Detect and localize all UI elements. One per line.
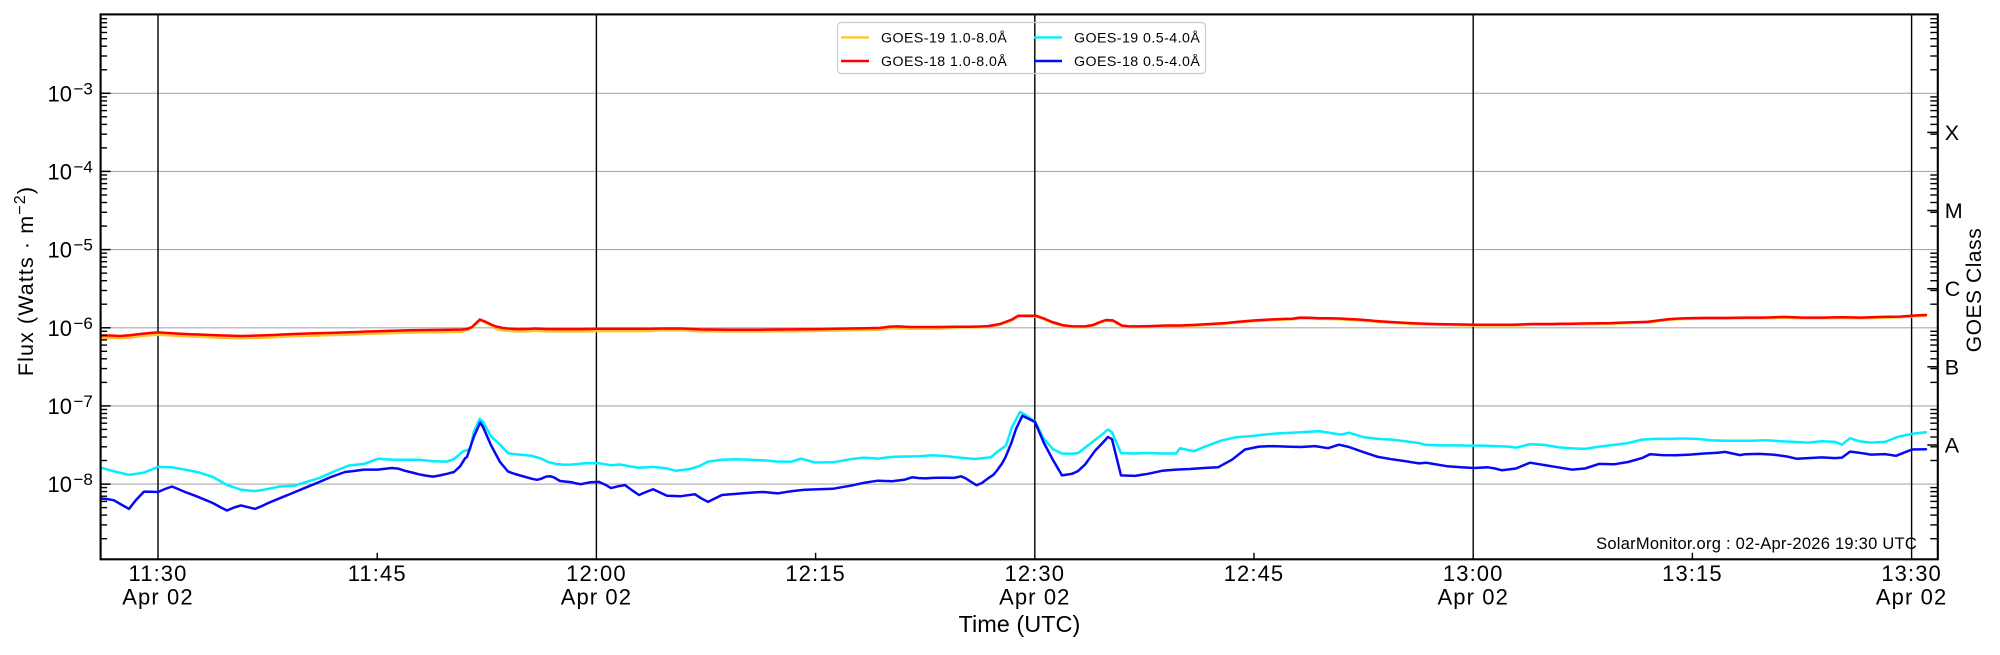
svg-text:10: 10 <box>48 159 72 184</box>
svg-text:Flux (Watts · m−2): Flux (Watts · m−2) <box>12 186 38 376</box>
svg-text:Apr 02: Apr 02 <box>1876 585 1947 610</box>
svg-text:12:15: 12:15 <box>785 561 846 586</box>
svg-text:10: 10 <box>48 316 72 341</box>
svg-text:A: A <box>1945 434 1960 458</box>
svg-text:GOES Class: GOES Class <box>1963 228 1986 353</box>
svg-text:10: 10 <box>48 472 72 497</box>
svg-text:−4: −4 <box>74 157 93 176</box>
svg-text:GOES-18 1.0-8.0Å: GOES-18 1.0-8.0Å <box>881 53 1007 70</box>
svg-text:Time (UTC): Time (UTC) <box>958 611 1080 637</box>
svg-text:13:30: 13:30 <box>1881 561 1942 586</box>
svg-text:10: 10 <box>48 394 72 419</box>
svg-text:Apr 02: Apr 02 <box>561 585 632 610</box>
svg-text:B: B <box>1945 355 1959 379</box>
svg-text:−3: −3 <box>74 79 93 98</box>
svg-text:Apr 02: Apr 02 <box>1437 585 1508 610</box>
svg-text:SolarMonitor.org : 02-Apr-2026: SolarMonitor.org : 02-Apr-2026 19:30 UTC <box>1596 535 1917 553</box>
svg-text:−5: −5 <box>74 236 93 255</box>
svg-text:12:00: 12:00 <box>566 561 627 586</box>
svg-text:M: M <box>1945 199 1963 223</box>
svg-text:−8: −8 <box>74 470 93 489</box>
svg-text:−7: −7 <box>74 392 93 411</box>
svg-text:11:45: 11:45 <box>348 561 407 586</box>
svg-text:13:15: 13:15 <box>1662 561 1723 586</box>
svg-text:−6: −6 <box>74 314 93 333</box>
svg-text:X: X <box>1945 121 1959 145</box>
svg-text:10: 10 <box>48 81 72 106</box>
svg-text:12:45: 12:45 <box>1224 561 1285 586</box>
svg-text:Apr 02: Apr 02 <box>122 585 193 610</box>
svg-text:13:00: 13:00 <box>1443 561 1504 586</box>
svg-text:GOES-19 0.5-4.0Å: GOES-19 0.5-4.0Å <box>1074 29 1200 46</box>
svg-text:Apr 02: Apr 02 <box>999 585 1070 610</box>
svg-text:GOES-18 0.5-4.0Å: GOES-18 0.5-4.0Å <box>1074 53 1200 70</box>
svg-text:11:30: 11:30 <box>129 561 188 586</box>
svg-text:GOES-19 1.0-8.0Å: GOES-19 1.0-8.0Å <box>881 29 1007 46</box>
svg-text:10: 10 <box>48 238 72 263</box>
svg-text:C: C <box>1945 277 1961 301</box>
svg-text:12:30: 12:30 <box>1005 561 1066 586</box>
